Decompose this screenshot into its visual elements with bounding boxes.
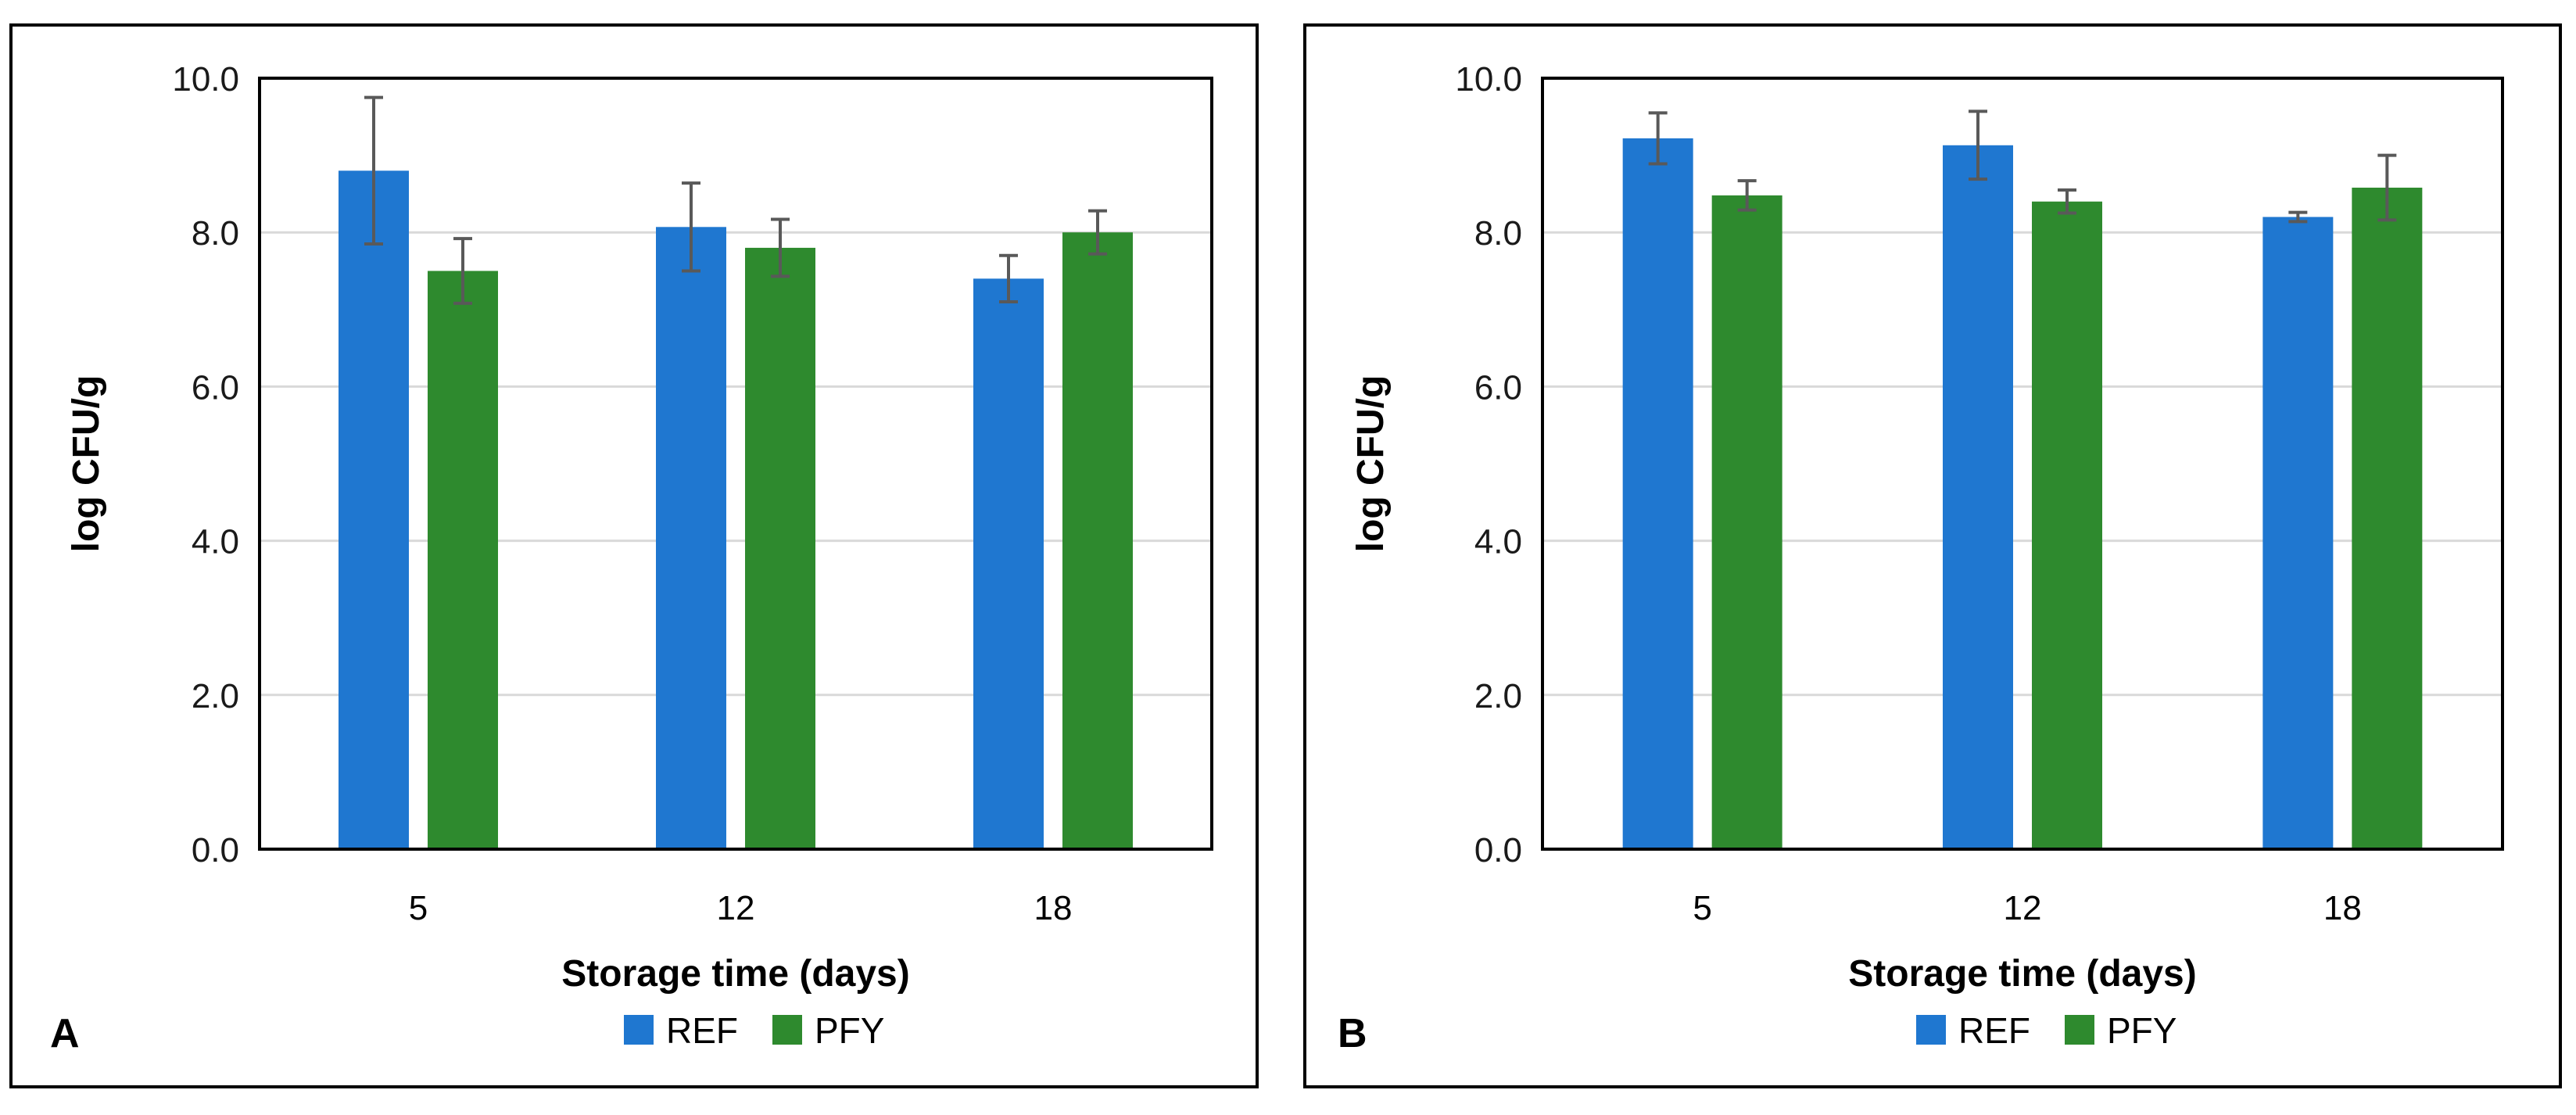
chart-a-bar-ref-5 xyxy=(339,170,409,849)
chart-a-y-tick-label: 6.0 xyxy=(192,368,239,407)
chart-a-bar-ref-12 xyxy=(656,227,726,850)
chart-a-bar-pfy-18 xyxy=(1062,232,1133,849)
chart-b-y-tick-label: 6.0 xyxy=(1474,368,1522,407)
chart-b-svg: 0.0 2.0 4.0 6.0 8.0 10.0 5 12 18 Storage time (da… xyxy=(1338,60,2504,1056)
chart-a-svg: 0.0 2.0 4.0 6.0 8.0 10.0 5 12 18 Storage time (da… xyxy=(50,60,1213,1056)
chart-a-legend-swatch-ref xyxy=(624,1015,654,1045)
chart-b-y-tick-label: 8.0 xyxy=(1474,214,1522,253)
chart-b-plot-frame xyxy=(1541,77,2504,851)
chart-b-bar-ref-18 xyxy=(2263,217,2334,849)
chart-b-y-tick-label: 4.0 xyxy=(1474,523,1522,561)
chart-b-legend-swatch-ref xyxy=(1916,1015,1946,1045)
chart-a-x-tick-label: 12 xyxy=(717,889,755,927)
chart-a-y-tick-label: 8.0 xyxy=(192,214,239,253)
chart-a-y-tick-label: 4.0 xyxy=(192,523,239,561)
chart-a-y-axis-title: log CFU/g xyxy=(66,375,107,553)
chart-b-bar-pfy-12 xyxy=(2032,201,2102,849)
chart-b-y-axis-title: log CFU/g xyxy=(1350,375,1392,553)
chart-a-y-tick-label: 0.0 xyxy=(192,831,239,869)
chart-b-x-tick-label: 12 xyxy=(2004,889,2042,927)
chart-a-plot-frame xyxy=(258,77,1213,851)
chart-a-x-axis-title: Storage time (days) xyxy=(561,953,909,995)
chart-b-legend-label-pfy: PFY xyxy=(2107,1010,2177,1051)
chart-a-bar-ref-18 xyxy=(973,278,1044,849)
chart-b-x-tick-label: 18 xyxy=(2323,889,2362,927)
chart-b-bar-ref-5 xyxy=(1622,138,1693,849)
chart-b-y-tick-label: 2.0 xyxy=(1474,677,1522,715)
chart-a-legend-swatch-pfy xyxy=(772,1015,802,1045)
chart-b-legend-swatch-pfy xyxy=(2065,1015,2094,1045)
chart-a-y-tick-label: 2.0 xyxy=(192,677,239,715)
chart-a-legend-label-ref: REF xyxy=(666,1010,738,1051)
chart-b-x-axis-title: Storage time (days) xyxy=(1848,953,2196,995)
chart-a-panel-label: A xyxy=(50,1011,80,1056)
chart-a-legend-label-pfy: PFY xyxy=(815,1010,884,1051)
chart-panel-b: 0.0 2.0 4.0 6.0 8.0 10.0 5 12 18 Storage time (da… xyxy=(1303,23,2562,1088)
chart-b-x-tick-label: 5 xyxy=(1693,889,1711,927)
chart-b-bar-ref-12 xyxy=(1943,145,2013,850)
chart-a-bar-pfy-12 xyxy=(745,247,815,849)
chart-b-legend-label-ref: REF xyxy=(1958,1010,2030,1051)
chart-b-y-tick-label: 10.0 xyxy=(1455,60,1522,99)
chart-a-y-tick-label: 10.0 xyxy=(172,60,239,99)
chart-b-bar-pfy-5 xyxy=(1711,195,1782,849)
chart-b-y-tick-label: 0.0 xyxy=(1474,831,1522,869)
chart-panel-a: 0.0 2.0 4.0 6.0 8.0 10.0 5 12 18 Storage time (da… xyxy=(9,23,1259,1088)
chart-b-panel-label: B xyxy=(1338,1011,1367,1056)
chart-a-bar-pfy-5 xyxy=(428,271,498,849)
chart-a-x-tick-label: 5 xyxy=(409,889,428,927)
chart-a-x-tick-label: 18 xyxy=(1034,889,1073,927)
chart-b-bar-pfy-18 xyxy=(2352,188,2423,850)
